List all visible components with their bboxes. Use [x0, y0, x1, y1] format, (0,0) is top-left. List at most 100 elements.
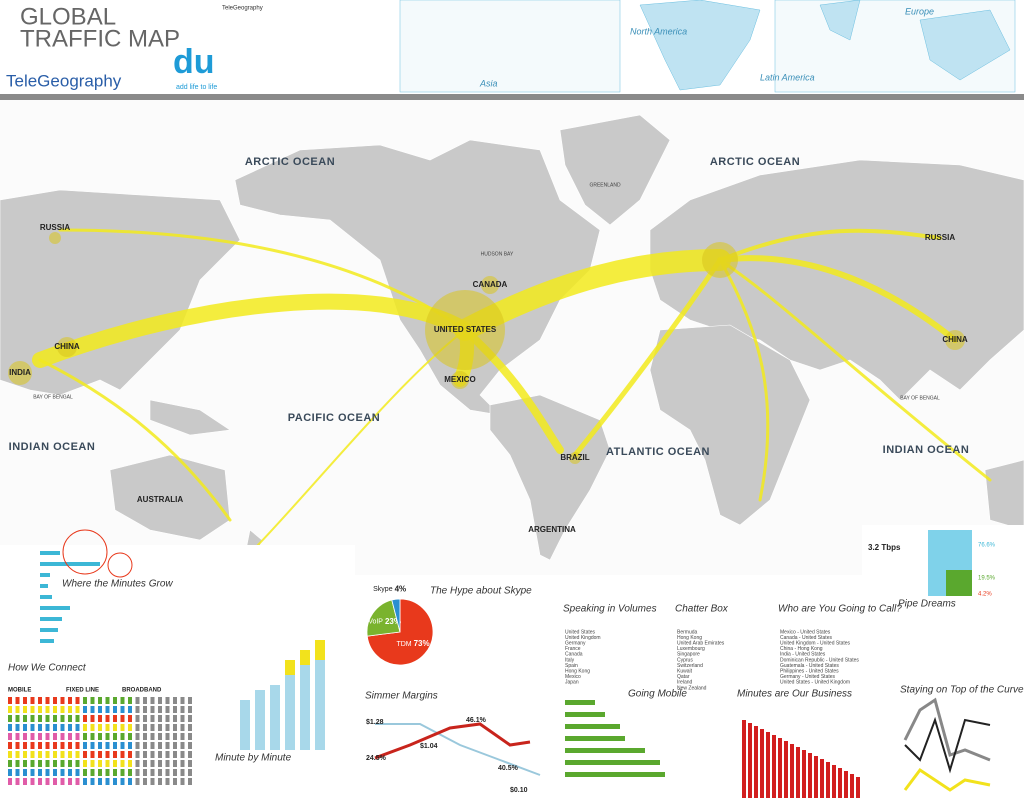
person-icon — [173, 715, 177, 722]
person-icon — [113, 724, 117, 731]
person-icon — [31, 724, 35, 731]
person-icon — [128, 724, 132, 731]
slice-label: 73% — [414, 639, 430, 648]
person-icon — [23, 724, 27, 731]
person-icon — [8, 760, 12, 767]
person-icon — [158, 778, 162, 785]
person-icon — [16, 742, 20, 749]
person-icon — [181, 706, 185, 713]
person-icon — [46, 742, 50, 749]
panel-title: Pipe Dreams — [898, 599, 956, 610]
person-icon — [68, 769, 72, 776]
person-icon — [121, 724, 125, 731]
panel-title: Chatter Box — [675, 604, 729, 615]
person-icon — [106, 778, 110, 785]
person-icon — [68, 778, 72, 785]
person-icon — [38, 697, 42, 704]
person-icon — [31, 760, 35, 767]
person-icon — [83, 706, 87, 713]
share: 19.5% — [978, 576, 996, 582]
person-icon — [113, 697, 117, 704]
person-icon — [136, 760, 140, 767]
person-icon — [166, 724, 170, 731]
person-icon — [158, 769, 162, 776]
person-icon — [136, 715, 140, 722]
person-icon — [188, 769, 192, 776]
person-icon — [98, 724, 102, 731]
person-icon — [113, 706, 117, 713]
person-icon — [8, 697, 12, 704]
person-icon — [136, 697, 140, 704]
person-icon — [113, 733, 117, 740]
person-icon — [8, 715, 12, 722]
ocean-label: INDIAN OCEAN — [9, 441, 96, 453]
person-icon — [76, 724, 80, 731]
person-icon — [83, 778, 87, 785]
person-icon — [136, 706, 140, 713]
person-icon — [151, 697, 155, 704]
panel-title: Going Mobile — [628, 689, 687, 700]
group-label: FIXED LINE — [66, 688, 99, 694]
person-icon — [181, 715, 185, 722]
person-icon — [91, 769, 95, 776]
person-icon — [151, 715, 155, 722]
person-icon — [8, 742, 12, 749]
person-icon — [61, 724, 65, 731]
person-icon — [143, 706, 147, 713]
person-icon — [181, 742, 185, 749]
person-icon — [188, 724, 192, 731]
person-icon — [46, 760, 50, 767]
person-icon — [143, 742, 147, 749]
person-icon — [121, 751, 125, 758]
person-icon — [8, 733, 12, 740]
header: 2008 GLOBAL TRAFFIC MAP TeleGeography du… — [0, 0, 1024, 100]
person-icon — [106, 697, 110, 704]
person-icon — [23, 697, 27, 704]
person-icon — [128, 751, 132, 758]
person-icon — [8, 751, 12, 758]
country-label: BAY OF BENGAL — [33, 394, 73, 400]
person-icon — [61, 715, 65, 722]
annotation: 24.5% — [366, 755, 387, 762]
person-icon — [128, 760, 132, 767]
person-icon — [83, 760, 87, 767]
person-icon — [53, 760, 57, 767]
panel-title: Where the Minutes Grow — [62, 579, 173, 590]
person-icon — [61, 751, 65, 758]
person-icon — [16, 697, 20, 704]
person-icon — [91, 733, 95, 740]
person-icon — [53, 715, 57, 722]
inset-title: North America — [630, 26, 687, 36]
person-icon — [76, 706, 80, 713]
person-icon — [68, 760, 72, 767]
person-icon — [38, 706, 42, 713]
person-icon — [188, 760, 192, 767]
slice-name: VoIP — [368, 619, 383, 626]
person-icon — [91, 778, 95, 785]
person-icon — [31, 769, 35, 776]
person-icon — [121, 760, 125, 767]
inset-title: Europe — [905, 6, 934, 16]
person-icon — [106, 751, 110, 758]
person-icon — [23, 769, 27, 776]
person-icon — [151, 733, 155, 740]
bar-shape — [790, 744, 794, 798]
person-icon — [76, 778, 80, 785]
person-icon — [46, 751, 50, 758]
person-icon — [46, 733, 50, 740]
person-icon — [68, 742, 72, 749]
person-icon — [68, 697, 72, 704]
person-icon — [8, 778, 12, 785]
person-icon — [38, 733, 42, 740]
person-icon — [166, 697, 170, 704]
title-line-2: TRAFFIC MAP — [20, 25, 180, 52]
panel-title: The Hype about Skype — [430, 586, 532, 597]
person-icon — [16, 778, 20, 785]
person-icon — [106, 706, 110, 713]
person-icon — [158, 751, 162, 758]
panel-title: How We Connect — [8, 663, 87, 674]
person-icon — [128, 769, 132, 776]
person-icon — [83, 751, 87, 758]
panel-title: Simmer Margins — [365, 691, 438, 702]
person-icon — [188, 697, 192, 704]
